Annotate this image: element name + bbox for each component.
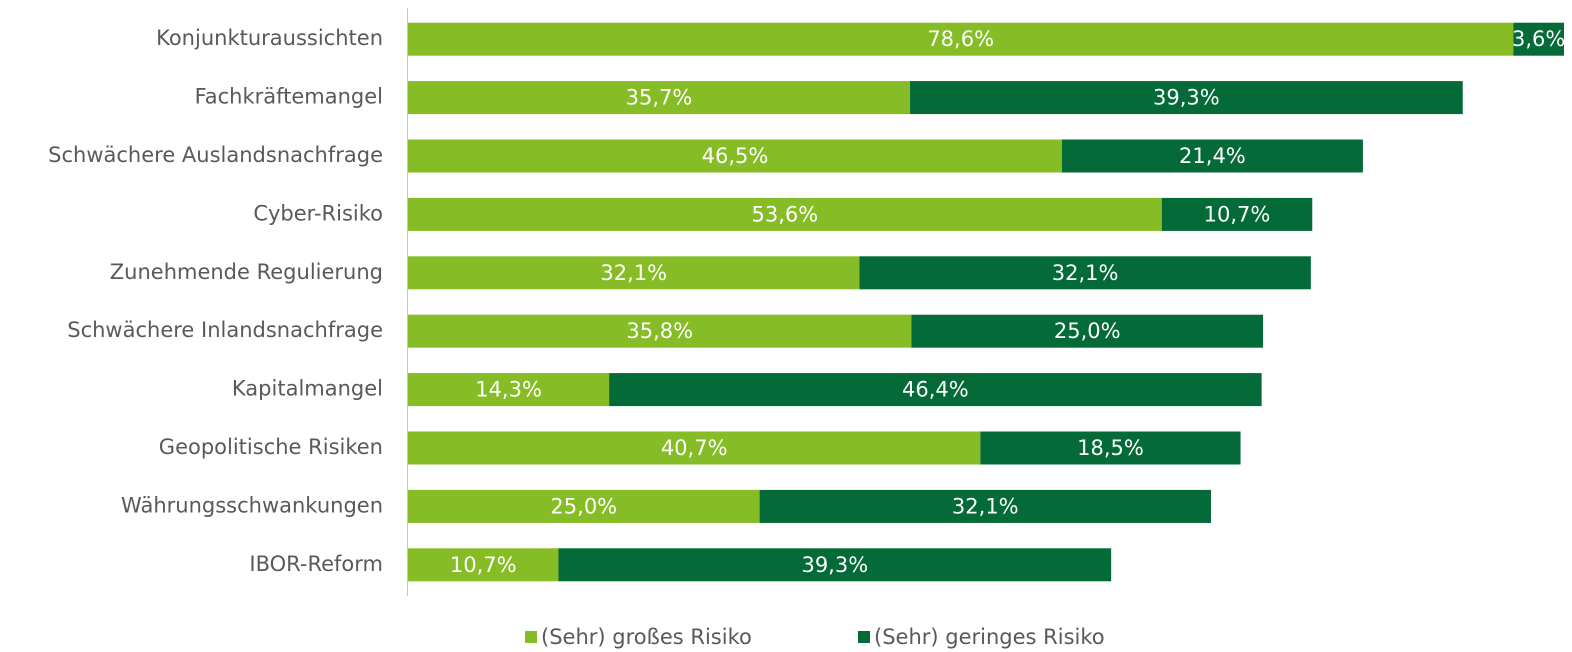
data-label: 35,8% xyxy=(626,319,693,343)
data-label: 25,0% xyxy=(1054,319,1121,343)
bar-segment xyxy=(759,489,1212,523)
bar-segment xyxy=(408,548,559,582)
bar-segment xyxy=(408,256,860,290)
legend-label: (Sehr) großes Risiko xyxy=(541,625,752,649)
bar-segment xyxy=(408,197,1162,231)
bar-segment xyxy=(859,256,1311,290)
y-tick-label: Cyber-Risiko xyxy=(253,201,383,225)
y-tick-label: Konjunkturaussichten xyxy=(156,26,383,50)
data-label: 46,4% xyxy=(902,378,969,402)
data-label: 32,1% xyxy=(952,494,1019,518)
data-label: 46,5% xyxy=(702,144,769,168)
data-label: 40,7% xyxy=(661,436,728,460)
data-label: 39,3% xyxy=(1153,86,1220,110)
data-label: 21,4% xyxy=(1179,144,1246,168)
y-tick-label: Zunehmende Regulierung xyxy=(110,260,383,284)
data-label: 39,3% xyxy=(801,553,868,577)
data-label: 3,6% xyxy=(1512,27,1565,51)
bar-segment xyxy=(408,373,610,407)
data-label: 25,0% xyxy=(550,494,617,518)
bar-segment xyxy=(408,431,981,465)
bar-segment xyxy=(980,431,1241,465)
bar-segment xyxy=(1061,139,1363,173)
bar-segment xyxy=(1513,22,1564,56)
bar-segment xyxy=(408,489,760,523)
bar-segment xyxy=(408,314,912,348)
data-label: 14,3% xyxy=(475,378,542,402)
bar-segment xyxy=(408,81,911,115)
data-label: 10,7% xyxy=(450,553,517,577)
data-label: 32,1% xyxy=(1052,261,1119,285)
data-label: 18,5% xyxy=(1077,436,1144,460)
bar-segment xyxy=(911,314,1264,348)
y-tick-label: Schwächere Auslandsnachfrage xyxy=(48,143,383,167)
bar-segment xyxy=(558,548,1112,582)
y-tick-label: Geopolitische Risiken xyxy=(159,435,383,459)
bar-segment xyxy=(1161,197,1313,231)
y-tick-label: Kapitalmangel xyxy=(232,377,383,401)
bar-segment xyxy=(609,373,1262,407)
legend-swatch xyxy=(525,631,537,643)
legend-swatch xyxy=(858,631,870,643)
data-label: 32,1% xyxy=(600,261,667,285)
y-tick-label: IBOR-Reform xyxy=(249,552,383,576)
legend-label: (Sehr) geringes Risiko xyxy=(874,625,1105,649)
y-tick-label: Schwächere Inlandsnachfrage xyxy=(67,318,383,342)
bar-segment xyxy=(408,22,1514,56)
data-label: 78,6% xyxy=(927,27,994,51)
y-tick-label: Fachkräftemangel xyxy=(195,85,383,109)
bar-segment xyxy=(408,139,1062,173)
data-label: 53,6% xyxy=(752,202,819,226)
data-label: 10,7% xyxy=(1204,202,1271,226)
data-label: 35,7% xyxy=(626,86,693,110)
bar-segment xyxy=(910,81,1463,115)
y-tick-label: Währungsschwankungen xyxy=(121,493,383,517)
